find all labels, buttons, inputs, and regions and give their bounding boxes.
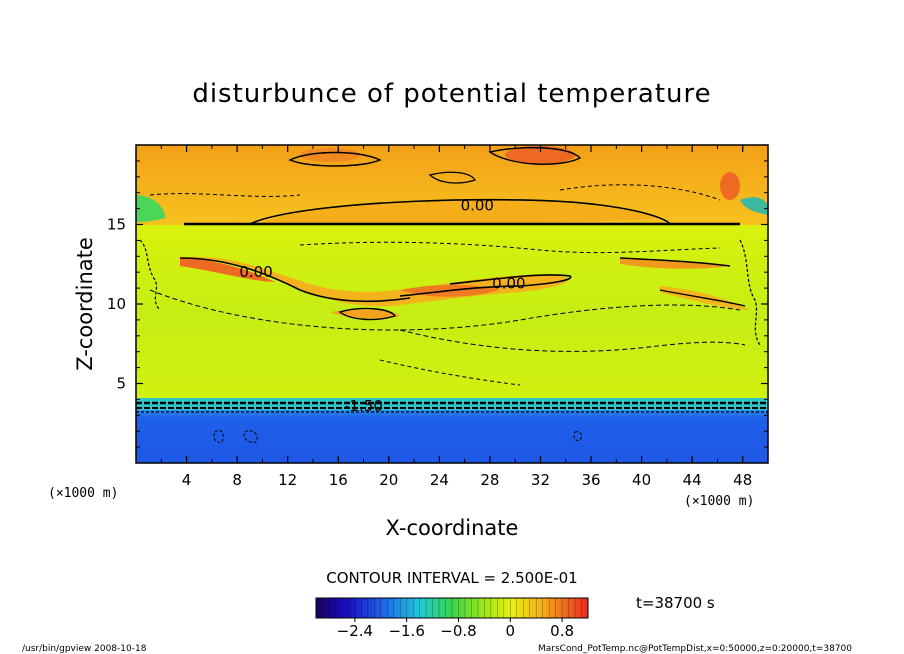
transition-band [136, 398, 768, 412]
y-axis-label: Z-coordinate [73, 237, 97, 371]
upper-hot-spot-3 [720, 172, 740, 200]
contour-dashed-2 [399, 329, 746, 352]
contour-upper-blob-3 [428, 171, 476, 184]
contour-label: -1.50 [344, 397, 383, 415]
contour-mid-band-2 [399, 274, 572, 297]
colorbar-divisions [322, 598, 582, 618]
x-tick-label: 28 [480, 471, 499, 489]
colorbar-tick-label: 0.8 [550, 622, 574, 640]
contour-mid-band-1 [179, 257, 411, 303]
upper-hot-spot-1 [505, 146, 575, 164]
time-label: t=38700 s [636, 594, 715, 612]
contour-upper-dashed-1 [149, 193, 301, 197]
contour-mid-blob [338, 307, 397, 321]
x-tick-label: 4 [182, 471, 192, 489]
contour-upper-dashed-2 [559, 184, 721, 201]
contour-upper-blob-1 [288, 151, 382, 167]
x-axis-ticks: 4 8 12 16 20 24 28 32 36 40 44 48 [160, 145, 752, 489]
contour-dashed-1 [149, 289, 741, 331]
upper-right-green-patch [740, 197, 768, 215]
x-unit-label-right: (×1000 m) [684, 494, 754, 509]
contour-label: 0.00 [461, 196, 494, 214]
upper-hot-spot-2 [300, 148, 360, 162]
x-tick-label: 32 [531, 471, 550, 489]
lower-cold-layer-field [136, 410, 768, 463]
y-axis-ticks: 5 10 15 [107, 160, 768, 448]
contour-right-streak-2 [659, 289, 746, 307]
contour-lines [136, 146, 768, 443]
upper-left-green-patch [136, 195, 165, 222]
contour-label: 0.00 [492, 274, 525, 292]
contour-upper-blob-2 [488, 146, 582, 165]
chart-title: disturbunce of potential temperature [192, 79, 711, 109]
x-tick-label: 20 [379, 471, 398, 489]
x-unit-label-left: (×1000 m) [48, 486, 118, 501]
x-tick-label: 12 [278, 471, 297, 489]
y-tick-label: 10 [107, 295, 126, 313]
y-tick-label: 15 [107, 216, 126, 234]
colorbar-tick-label: 0 [506, 622, 516, 640]
contour-dashed-3 [299, 241, 721, 254]
contour-interval-label: CONTOUR INTERVAL = 2.500E-01 [326, 569, 577, 587]
x-tick-label: 24 [430, 471, 449, 489]
colorbar-ticks: −2.4 −1.6 −0.8 0 0.8 [337, 618, 574, 640]
plot-area [136, 145, 768, 463]
contour-cold-blob-3 [573, 431, 583, 441]
contour-dashed-4 [379, 359, 521, 386]
x-axis-label: X-coordinate [386, 516, 519, 540]
upper-warm-core-region [260, 199, 660, 225]
footer-left: /usr/bin/gpview 2008-10-18 [22, 644, 147, 654]
mid-hot-band [180, 258, 275, 282]
contour-left-edge [139, 239, 161, 311]
contour-labels: 0.00 0.00 0.00 -1.50 [239, 196, 525, 414]
x-tick-label: 16 [329, 471, 348, 489]
colorbar-tick-label: −1.6 [388, 622, 424, 640]
x-tick-label: 48 [733, 471, 752, 489]
contour-upper-zero [249, 198, 671, 225]
colorbar-tick-label: −2.4 [337, 622, 373, 640]
footer-right: MarsCond_PotTemp.nc@PotTempDist,x=0:5000… [538, 644, 852, 654]
contour-right-streak [619, 257, 731, 267]
contour-cold-blob-2 [243, 430, 258, 443]
x-tick-label: 36 [581, 471, 600, 489]
colorbar-tick-label: −0.8 [440, 622, 476, 640]
y-tick-label: 5 [116, 375, 126, 393]
x-tick-label: 8 [232, 471, 242, 489]
contour-label: 0.00 [239, 263, 272, 281]
right-warm-streak [620, 258, 730, 269]
mid-layer-field [136, 224, 768, 404]
x-tick-label: 40 [632, 471, 651, 489]
contour-right-edge [739, 239, 761, 346]
x-tick-label: 44 [683, 471, 702, 489]
